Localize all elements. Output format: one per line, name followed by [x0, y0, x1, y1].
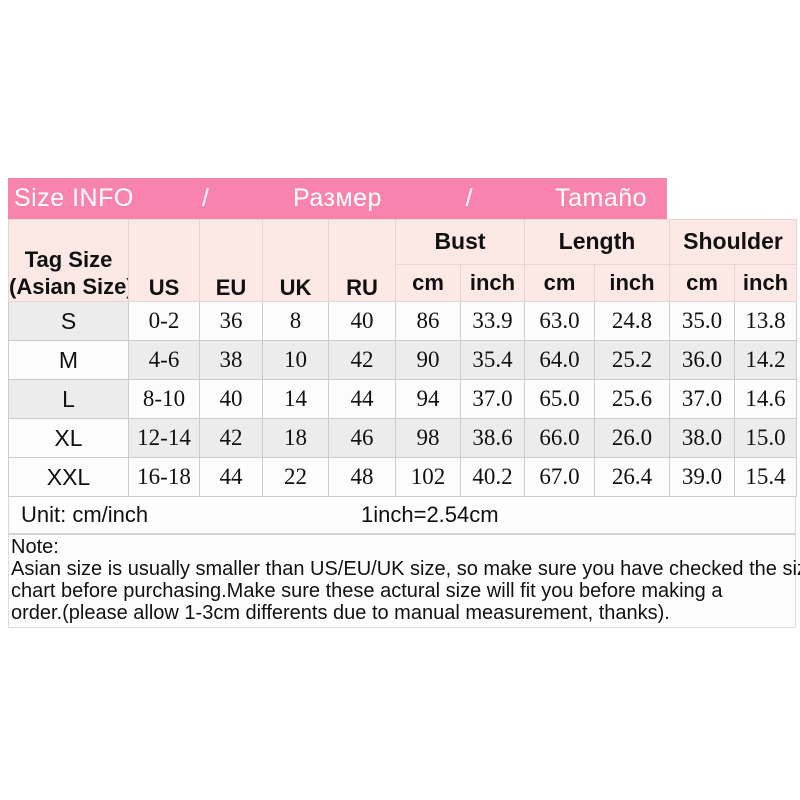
cell-S-length_inch: 24.8	[594, 301, 670, 341]
cell-M-shoulder_inch: 14.2	[733, 340, 798, 380]
cell-XXL-length_cm: 67.0	[524, 457, 595, 497]
cell-XXL-uk: 22	[262, 457, 329, 497]
size-chart-sheet: Size INFO / Размер / Tamaño Tag Size (Asian …	[8, 178, 800, 628]
inch-conversion: 1inch=2.54cm	[361, 502, 499, 527]
cell-L-eu: 40	[199, 379, 263, 419]
cell-XXL-length_inch: 26.4	[594, 457, 670, 497]
size-row-M: M 4-6 38 10 42 90 35.4 64.0 25.2 36.0 14.2	[8, 340, 798, 380]
cell-S-shoulder_inch: 13.8	[733, 301, 798, 341]
cell-XXL-bust_cm: 102	[395, 457, 461, 497]
cell-XXL-ru: 48	[328, 457, 396, 497]
size-row-S: S 0-2 36 8 40 86 33.9 63.0 24.8 35.0 13.8	[8, 301, 798, 341]
cell-S-ru: 40	[328, 301, 396, 341]
title-item-2: Размер	[293, 184, 382, 212]
cell-L-us: 8-10	[128, 379, 200, 419]
cell-M-bust_inch: 35.4	[460, 340, 525, 380]
title-item-4: Tamaño	[555, 184, 648, 212]
table-header-row-1: Tag Size (Asian Size) US EU UK RU Bust L…	[8, 219, 798, 302]
title-item-0: Size INFO	[14, 184, 134, 212]
cell-XL-eu: 42	[199, 418, 263, 458]
cell-S-bust_cm: 86	[395, 301, 461, 341]
unit-label: Unit: cm/inch	[21, 502, 149, 527]
cell-XL-bust_cm: 98	[395, 418, 461, 458]
cell-L-shoulder_cm: 37.0	[669, 379, 735, 419]
header-shoulder-inch: inch	[733, 263, 798, 303]
cell-XXL-tag: XXL	[8, 457, 129, 497]
cell-M-us: 4-6	[128, 340, 200, 380]
unit-row: Unit: cm/inch 1inch=2.54cm	[8, 497, 796, 534]
cell-XL-uk: 18	[262, 418, 329, 458]
cell-L-length_inch: 25.6	[594, 379, 670, 419]
cell-M-length_cm: 64.0	[524, 340, 595, 380]
header-bust-inch: inch	[460, 263, 525, 303]
size-row-L: L 8-10 40 14 44 94 37.0 65.0 25.6 37.0 14.6	[8, 379, 798, 419]
size-info-title-bar: Size INFO / Размер / Tamaño	[8, 178, 667, 219]
header-ru: RU	[328, 219, 396, 302]
cell-S-shoulder_cm: 35.0	[669, 301, 735, 341]
cell-L-bust_inch: 37.0	[460, 379, 525, 419]
header-uk: UK	[262, 219, 329, 302]
header-tag-size-line1: Tag Size	[24, 247, 113, 273]
cell-S-us: 0-2	[128, 301, 200, 341]
cell-L-length_cm: 65.0	[524, 379, 595, 419]
table-header-row-2: cm inch cm inch cm inch	[9, 263, 798, 303]
cell-XXL-bust_inch: 40.2	[460, 457, 525, 497]
cell-XL-ru: 46	[328, 418, 396, 458]
cell-S-uk: 8	[262, 301, 329, 341]
cell-XL-bust_inch: 38.6	[460, 418, 525, 458]
cell-L-ru: 44	[328, 379, 396, 419]
note-label: Note:	[11, 536, 59, 558]
cell-S-length_cm: 63.0	[524, 301, 595, 341]
header-shoulder-cm: cm	[669, 263, 735, 303]
cell-L-shoulder_inch: 14.6	[733, 379, 798, 419]
cell-XL-length_cm: 66.0	[524, 418, 595, 458]
cell-XXL-shoulder_cm: 39.0	[669, 457, 735, 497]
cell-M-eu: 38	[199, 340, 263, 380]
cell-XL-us: 12-14	[128, 418, 200, 458]
header-shoulder: Shoulder	[668, 219, 798, 265]
cell-M-ru: 42	[328, 340, 396, 380]
note-line-2: chart before purchasing.Make sure these …	[11, 580, 723, 602]
cell-M-tag: M	[8, 340, 129, 380]
cell-L-uk: 14	[262, 379, 329, 419]
cell-XXL-eu: 44	[199, 457, 263, 497]
header-length-inch: inch	[594, 263, 670, 303]
size-row-XL: XL 12-14 42 18 46 98 38.6 66.0 26.0 38.0 15.0	[8, 418, 798, 458]
cell-M-uk: 10	[262, 340, 329, 380]
cell-XL-length_inch: 26.0	[594, 418, 670, 458]
cell-S-tag: S	[8, 301, 129, 341]
size-row-XXL: XXL 16-18 44 22 48 102 40.2 67.0 26.4 39.0 15.4	[8, 457, 798, 497]
cell-XL-shoulder_inch: 15.0	[733, 418, 798, 458]
header-tag-size-line2: (Asian Size)	[9, 274, 129, 300]
cell-XXL-shoulder_inch: 15.4	[733, 457, 798, 497]
header-us: US	[128, 219, 200, 302]
header-length: Length	[524, 219, 670, 265]
note-line-3: order.(please allow 1-3cm differents due…	[11, 602, 670, 624]
header-tag-size: Tag Size (Asian Size)	[8, 219, 129, 302]
title-item-1: /	[201, 184, 210, 212]
cell-XXL-us: 16-18	[128, 457, 200, 497]
cell-M-shoulder_cm: 36.0	[669, 340, 735, 380]
header-length-cm: cm	[524, 263, 595, 303]
cell-M-bust_cm: 90	[395, 340, 461, 380]
cell-XL-tag: XL	[8, 418, 129, 458]
size-table-body: S 0-2 36 8 40 86 33.9 63.0 24.8 35.0 13.8 M 4-6 38 10 4…	[8, 301, 798, 497]
cell-L-tag: L	[8, 379, 129, 419]
note-line-1: Asian size is usually smaller than US/EU…	[11, 558, 800, 580]
header-bust: Bust	[395, 219, 525, 265]
title-item-3: /	[465, 184, 474, 212]
cell-S-eu: 36	[199, 301, 263, 341]
cell-M-length_inch: 25.2	[594, 340, 670, 380]
cell-L-bust_cm: 94	[395, 379, 461, 419]
size-table: Tag Size (Asian Size) US EU UK RU Bust L…	[8, 219, 798, 497]
header-bust-cm: cm	[395, 263, 461, 303]
cell-S-bust_inch: 33.9	[460, 301, 525, 341]
cell-XL-shoulder_cm: 38.0	[669, 418, 735, 458]
note-block: Note: Asian size is usually smaller than…	[8, 534, 800, 628]
header-eu: EU	[199, 219, 263, 302]
